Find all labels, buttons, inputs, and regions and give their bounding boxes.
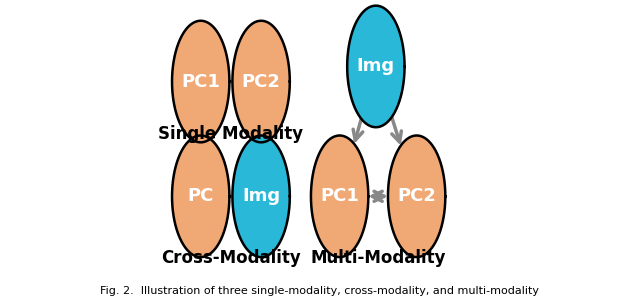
Polygon shape xyxy=(172,21,229,142)
Text: PC2: PC2 xyxy=(397,187,436,205)
Polygon shape xyxy=(388,136,445,257)
Text: Cross-Modality: Cross-Modality xyxy=(161,249,301,267)
Text: PC2: PC2 xyxy=(242,72,280,91)
Text: Single Modality: Single Modality xyxy=(158,125,303,143)
Polygon shape xyxy=(347,6,404,127)
Text: PC1: PC1 xyxy=(320,187,359,205)
Text: Img: Img xyxy=(242,187,280,205)
Polygon shape xyxy=(172,136,229,257)
Text: Multi-Modality: Multi-Modality xyxy=(310,249,445,267)
Text: Img: Img xyxy=(357,57,395,76)
Text: Fig. 2.  Illustration of three single-modality, cross-modality, and multi-modali: Fig. 2. Illustration of three single-mod… xyxy=(100,286,540,296)
Text: PC: PC xyxy=(188,187,214,205)
Polygon shape xyxy=(311,136,368,257)
Polygon shape xyxy=(232,21,290,142)
Polygon shape xyxy=(232,136,290,257)
Text: PC1: PC1 xyxy=(181,72,220,91)
